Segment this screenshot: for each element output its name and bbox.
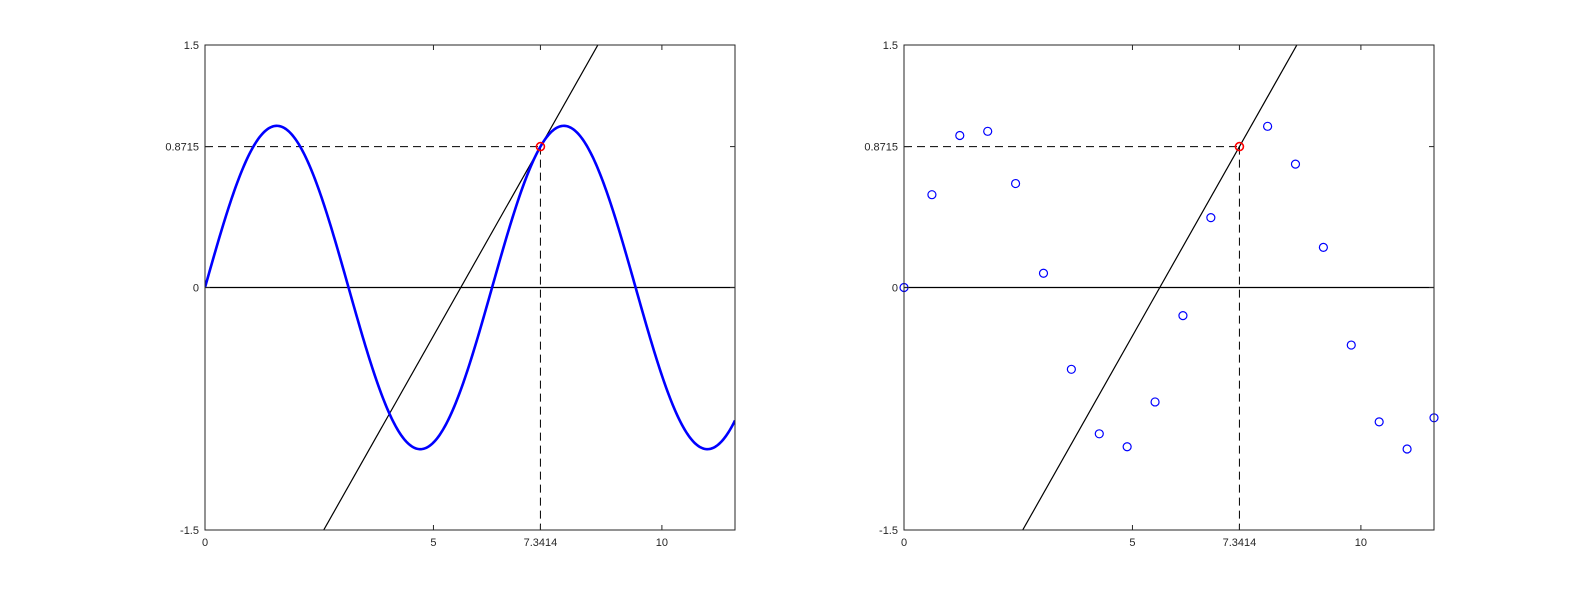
- scatter-point: [1010, 178, 1021, 189]
- highlight-point: [535, 141, 546, 152]
- scatter-point: [1374, 417, 1384, 427]
- scatter-point: [1178, 311, 1188, 321]
- straight-line: [1022, 45, 1298, 530]
- scatter-point: [1122, 442, 1132, 452]
- scatter-point: [1346, 340, 1356, 350]
- scatter-point: [1038, 268, 1049, 278]
- x-tick-label: 10: [656, 537, 668, 549]
- scatter-point: [1402, 444, 1412, 454]
- scatter-point: [1262, 121, 1273, 131]
- y-tick-label: -1.5: [879, 525, 898, 537]
- y-tick-label: 0: [892, 283, 898, 295]
- x-tick-label: 5: [430, 537, 436, 549]
- x-tick-label: 7.3414: [524, 537, 558, 549]
- scatter-point: [1206, 213, 1216, 223]
- y-tick-label: 1.5: [883, 40, 898, 52]
- x-tick-label: 0: [202, 537, 208, 549]
- scatter-point: [955, 130, 965, 141]
- y-tick-label: 0.8715: [165, 142, 199, 154]
- x-tick-label: 5: [1129, 537, 1135, 549]
- scatter-point: [983, 126, 993, 136]
- scatter-point: [1290, 159, 1301, 169]
- y-tick-label: 0.8715: [864, 142, 898, 154]
- sine-curve: [205, 124, 735, 451]
- y-tick-label: -1.5: [180, 525, 199, 537]
- x-tick-label: 10: [1355, 537, 1367, 549]
- scatter-point: [1150, 397, 1160, 407]
- scatter-point: [1318, 242, 1328, 253]
- highlight-point: [1234, 141, 1245, 152]
- y-tick-label: 0: [193, 283, 199, 295]
- straight-line: [323, 45, 599, 530]
- y-tick-label: 1.5: [184, 40, 199, 52]
- x-tick-label: 0: [901, 537, 907, 549]
- scatter-point: [1066, 364, 1076, 374]
- x-tick-label: 7.3414: [1223, 537, 1257, 549]
- scatter-point: [1094, 429, 1104, 439]
- scatter-point: [927, 190, 937, 200]
